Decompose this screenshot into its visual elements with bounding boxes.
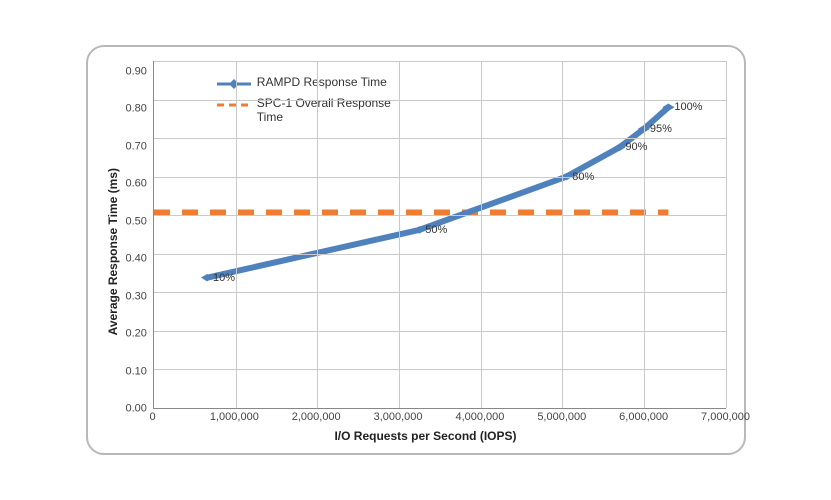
y-tick: 0.10 <box>126 366 147 377</box>
grid-line-horizontal <box>154 292 726 293</box>
x-axis-title: I/O Requests per Second (IOPS) <box>126 429 726 443</box>
x-tick: 4,000,000 <box>455 411 504 423</box>
y-tick: 0.80 <box>126 104 147 115</box>
x-tick: 7,000,000 <box>701 411 750 423</box>
data-point-label: 90% <box>625 141 647 153</box>
legend-label: RAMPD Response Time <box>257 75 387 89</box>
x-tick: 6,000,000 <box>619 411 668 423</box>
y-axis-title-col: Average Response Time (ms) <box>102 61 126 443</box>
y-tick: 0.90 <box>126 67 147 78</box>
grid-line-vertical <box>644 61 645 408</box>
y-tick: 0.00 <box>126 403 147 414</box>
x-tick: 3,000,000 <box>374 411 423 423</box>
grid-line-vertical <box>481 61 482 408</box>
plot-area: RAMPD Response TimeSPC-1 Overall Respons… <box>153 61 726 409</box>
y-tick: 0.40 <box>126 254 147 265</box>
grid-line-vertical <box>317 61 318 408</box>
series-rampd-line <box>207 107 668 277</box>
y-axis-title: Average Response Time (ms) <box>106 168 120 335</box>
data-point-label: 80% <box>572 171 594 183</box>
data-point-label: 10% <box>213 272 235 284</box>
x-tick: 1,000,000 <box>210 411 259 423</box>
grid-line-vertical <box>562 61 563 408</box>
y-tick: 0.70 <box>126 141 147 152</box>
data-point-label: 95% <box>650 123 672 135</box>
x-tick: 5,000,000 <box>537 411 586 423</box>
plot-area-row: 0.900.800.700.600.500.400.300.200.100.00… <box>126 61 726 409</box>
y-tick: 0.30 <box>126 291 147 302</box>
x-tick: 0 <box>149 411 155 423</box>
grid-line-vertical <box>399 61 400 408</box>
grid-line-vertical <box>726 61 727 408</box>
grid-line-horizontal <box>154 138 726 139</box>
chart-center: 0.90 0.80 0.70 0.60 0.50 0.40 0.30 0.20 0.10 0.00… <box>126 61 726 443</box>
y-tick: 0.20 <box>126 329 147 340</box>
data-point-label: 100% <box>674 101 702 113</box>
grid-line-horizontal <box>154 331 726 332</box>
grid-line-vertical <box>236 61 237 408</box>
legend-swatch <box>217 78 251 90</box>
x-tick-strip: 01,000,0002,000,0003,000,0004,000,0005,0… <box>153 409 726 427</box>
grid-line-horizontal <box>154 369 726 370</box>
grid-line-horizontal <box>154 254 726 255</box>
plot-wrap: 0.90 0.80 0.70 0.60 0.50 0.40 0.30 0.20 0.10 0.00… <box>126 61 726 427</box>
y-tick: 0.60 <box>126 179 147 190</box>
legend: RAMPD Response TimeSPC-1 Overall Respons… <box>217 75 391 130</box>
chart-frame: Average Response Time (ms) 0.900.800.700… <box>86 45 746 455</box>
grid-line-horizontal <box>154 100 726 101</box>
grid-line-horizontal <box>154 215 726 216</box>
x-tick: 2,000,000 <box>292 411 341 423</box>
legend-item: RAMPD Response Time <box>217 75 391 90</box>
data-point-label: 50% <box>425 224 447 236</box>
page: Average Response Time (ms) 0.900.800.700… <box>0 0 831 500</box>
legend-swatch <box>217 99 251 111</box>
y-tick: 0.50 <box>126 216 147 227</box>
grid-line-horizontal <box>154 177 726 178</box>
y-tick-column: 0.900.800.700.600.500.400.300.200.100.00 <box>126 61 153 409</box>
grid-line-horizontal <box>154 61 726 62</box>
